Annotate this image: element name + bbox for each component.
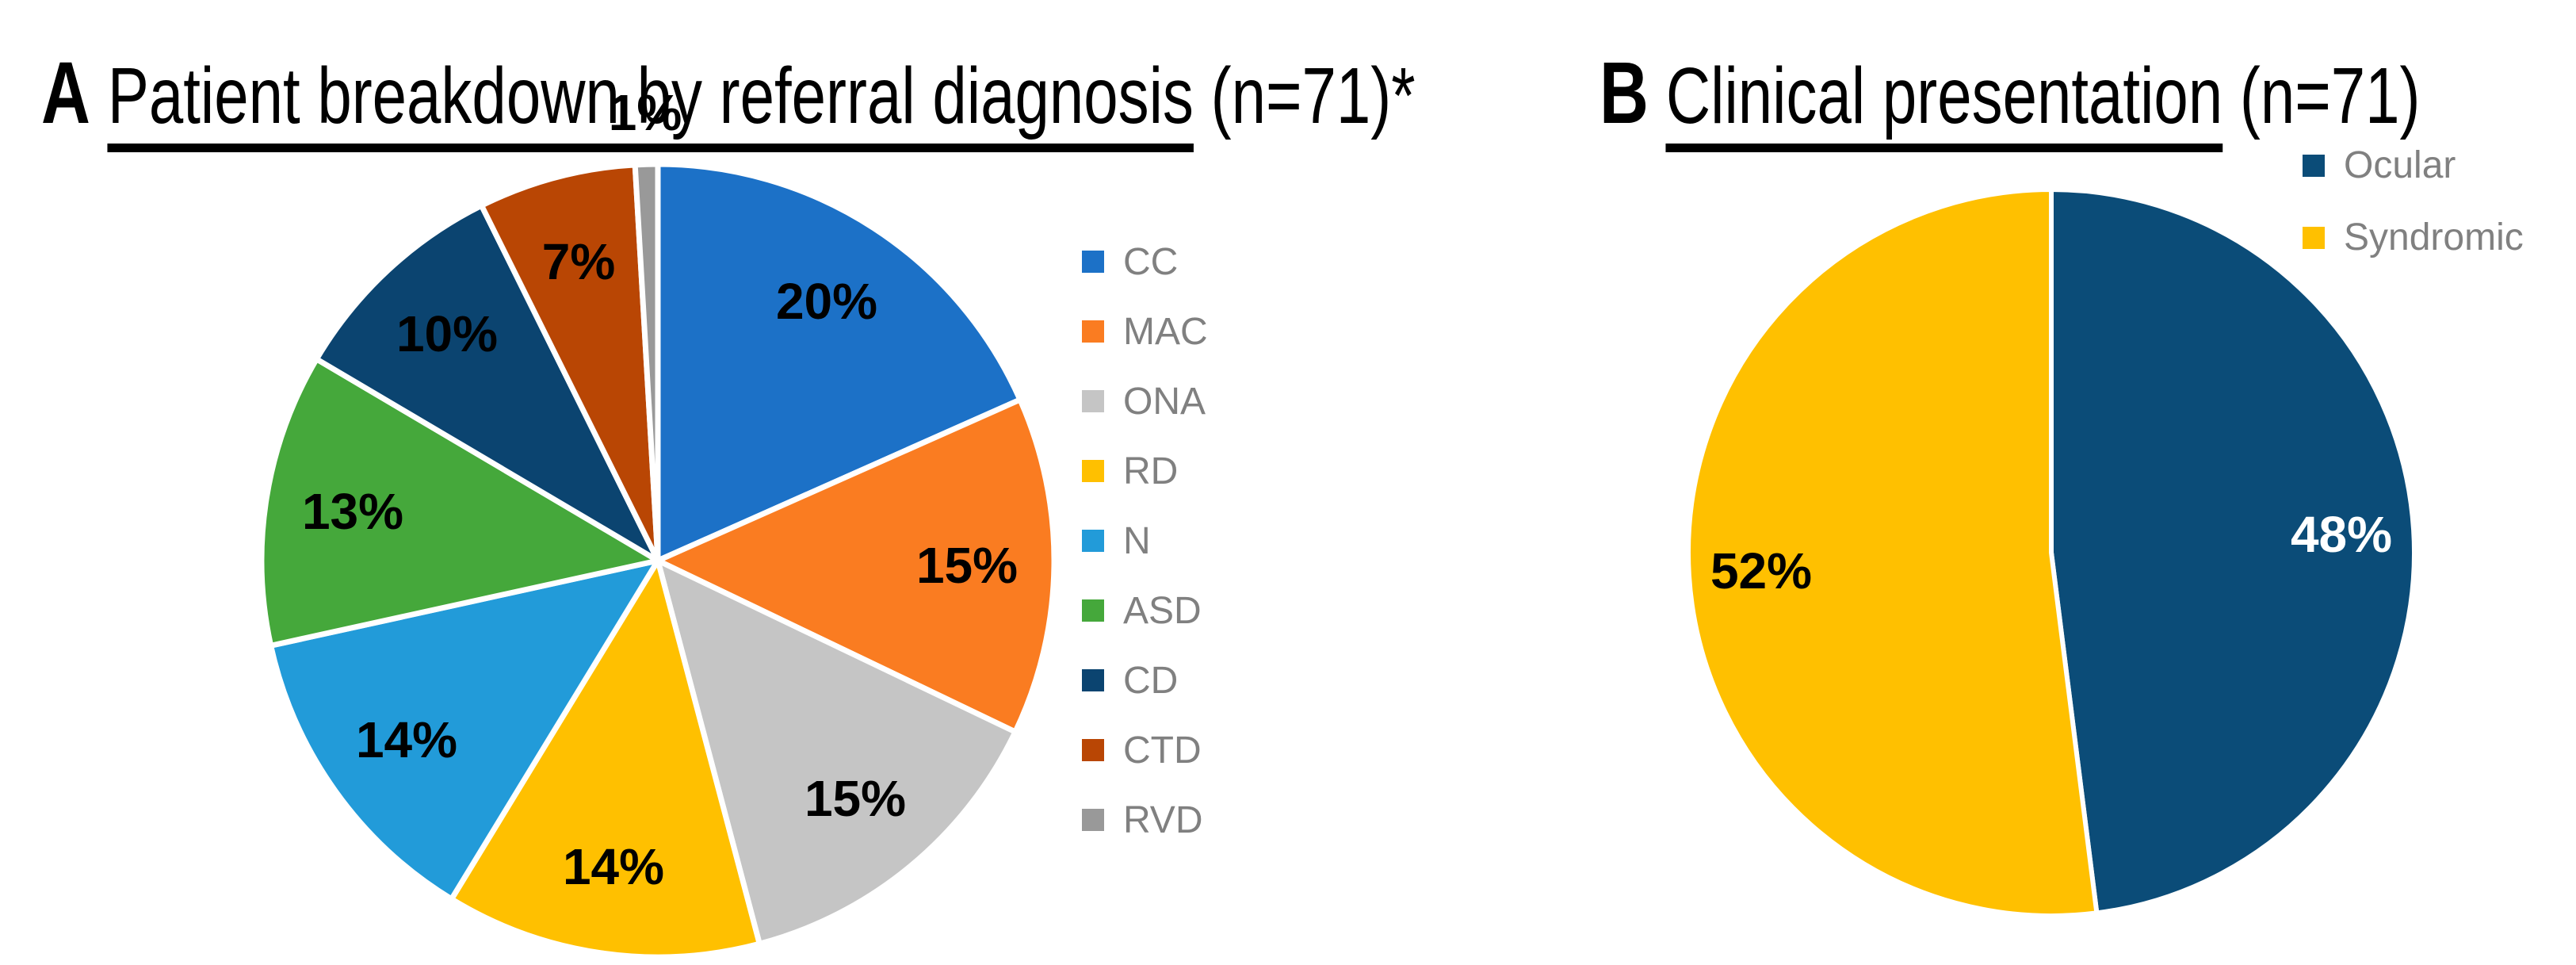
panel-a-title-text: Patient breakdown by referral diagnosis — [107, 52, 1194, 152]
pie-slice-mac — [655, 396, 1057, 735]
legend-swatch-ctd-icon — [1082, 739, 1104, 761]
panel-b-title-suffix: (n=71) — [2222, 52, 2421, 140]
pie-slice-rvd — [632, 161, 661, 564]
pie-slice-syndromic — [1686, 187, 2100, 918]
legend-label-asd: ASD — [1123, 589, 1202, 632]
legend-item-n: N — [1082, 506, 1208, 576]
legend-label-rvd: RVD — [1123, 798, 1203, 841]
legend-label-ocular: Ocular — [2344, 144, 2456, 186]
legend-swatch-cc-icon — [1082, 251, 1104, 273]
legend-item-ocular: Ocular — [2303, 129, 2524, 201]
pie-slice-ocular — [2049, 187, 2417, 916]
panel-b-legend: Ocular Syndromic — [2303, 129, 2524, 274]
legend-swatch-cd-icon — [1082, 669, 1104, 691]
legend-item-cd: CD — [1082, 645, 1208, 715]
pie-slice-n — [268, 557, 661, 902]
panel-b-letter: B — [1599, 44, 1649, 142]
legend-label-syndromic: Syndromic — [2344, 216, 2524, 258]
pie-slice-asd — [258, 356, 661, 649]
legend-swatch-mac-icon — [1082, 320, 1104, 343]
legend-item-mac: MAC — [1082, 297, 1208, 366]
legend-label-rd: RD — [1123, 450, 1179, 492]
legend-item-cc: CC — [1082, 227, 1208, 297]
pie-slice-ctd — [479, 162, 661, 564]
referral-diagnosis-pie-chart — [258, 161, 1057, 960]
legend-item-rd: RD — [1082, 436, 1208, 506]
pie-slice-ona — [655, 557, 1019, 947]
panel-a-title: A Patient breakdown by referral diagnosis… — [41, 50, 1416, 152]
panel-a-letter: A — [41, 44, 90, 142]
legend-label-ona: ONA — [1123, 380, 1206, 423]
legend-label-mac: MAC — [1123, 310, 1208, 353]
panel-b-title-text: Clinical presentation — [1665, 52, 2223, 152]
pie-slice-cc — [655, 161, 1023, 564]
legend-item-asd: ASD — [1082, 576, 1208, 645]
legend-label-cd: CD — [1123, 659, 1179, 702]
legend-label-cc: CC — [1123, 240, 1179, 283]
legend-swatch-rvd-icon — [1082, 809, 1104, 831]
legend-swatch-ona-icon — [1082, 390, 1104, 412]
pie-slice-rd — [449, 557, 762, 960]
pie-slice-cd — [313, 202, 661, 564]
legend-swatch-ocular-icon — [2303, 154, 2325, 177]
legend-swatch-syndromic-icon — [2303, 226, 2325, 249]
panel-a-legend: CC MAC ONA RD N ASD CD CTD — [1082, 227, 1208, 855]
legend-item-ctd: CTD — [1082, 715, 1208, 785]
legend-item-ona: ONA — [1082, 366, 1208, 436]
legend-swatch-rd-icon — [1082, 460, 1104, 482]
legend-item-syndromic: Syndromic — [2303, 201, 2524, 274]
legend-swatch-asd-icon — [1082, 599, 1104, 622]
legend-label-ctd: CTD — [1123, 729, 1202, 772]
legend-swatch-n-icon — [1082, 530, 1104, 552]
legend-label-n: N — [1123, 519, 1151, 562]
clinical-presentation-pie-chart — [1686, 187, 2417, 918]
legend-item-rvd: RVD — [1082, 785, 1208, 855]
panel-a-title-suffix: (n=71)* — [1193, 52, 1416, 140]
panel-b-title: B Clinical presentation (n=71) — [1599, 50, 2421, 152]
